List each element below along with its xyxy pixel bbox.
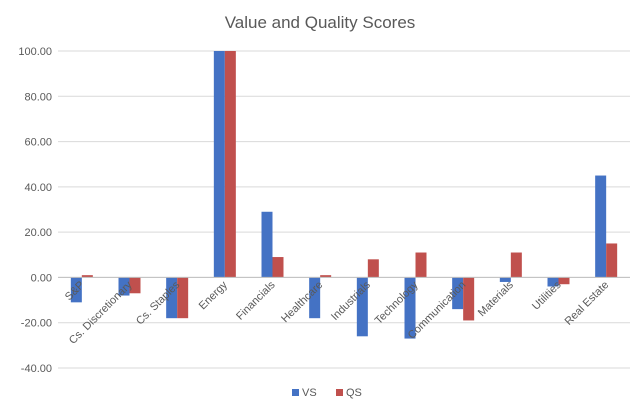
y-tick-label: 0.00 <box>31 272 52 284</box>
y-tick-label: 80.00 <box>24 91 52 103</box>
bar-vs-industrials <box>356 277 368 337</box>
bar-qs-s-p <box>81 275 93 278</box>
bar-vs-healthcare <box>309 277 321 319</box>
bar-qs-communication <box>463 277 475 321</box>
y-tick-label: 100.00 <box>18 46 52 58</box>
bar-qs-real-estate <box>606 243 618 278</box>
label-layer: 100.00 80.00 60.00 40.00 20.00 0.00 -20.00 -40.… <box>18 46 611 375</box>
bar-qs-cs-staples <box>177 277 189 319</box>
y-tick-label: 40.00 <box>24 182 52 194</box>
bar-vs-communication <box>452 277 464 310</box>
bar-vs-financials <box>261 211 273 278</box>
category-label: S&P <box>63 279 87 303</box>
category-label: Real Estate <box>563 279 612 328</box>
chart-title: Value and Quality Scores <box>225 13 416 32</box>
category-label: Energy <box>197 279 230 312</box>
bar-qs-materials <box>510 252 522 278</box>
bar-qs-utilities <box>558 277 570 285</box>
bar-vs-technology <box>404 277 416 339</box>
bar-qs-healthcare <box>320 275 332 278</box>
y-tick-label: 60.00 <box>24 137 52 149</box>
y-tick-label: -40.00 <box>21 363 52 375</box>
y-tick-label: -20.00 <box>21 318 52 330</box>
bar-vs-s-p <box>70 277 82 303</box>
legend: VS QS <box>292 387 362 399</box>
bar-vs-cs-discretionary <box>118 277 130 296</box>
legend-label-vs: VS <box>302 387 317 399</box>
bar-vs-real-estate <box>595 175 607 278</box>
bar-qs-technology <box>415 252 427 278</box>
bar-vs-cs-staples <box>166 277 178 319</box>
bar-qs-cs-discretionary <box>129 277 141 294</box>
y-tick-label: 20.00 <box>24 227 52 239</box>
category-label: Financials <box>234 279 278 323</box>
legend-swatch-qs <box>336 389 343 396</box>
bar-qs-energy <box>224 51 236 278</box>
bar-qs-financials <box>272 257 284 278</box>
category-label: Utilities <box>530 279 564 313</box>
bar-vs-utilities <box>547 277 559 287</box>
legend-label-qs: QS <box>346 387 362 399</box>
bar-layer <box>70 51 618 339</box>
bar-qs-industrials <box>367 259 379 278</box>
bar-vs-materials <box>499 277 511 282</box>
category-label: Materials <box>476 279 516 319</box>
legend-swatch-vs <box>292 389 299 396</box>
bar-vs-energy <box>213 51 225 278</box>
